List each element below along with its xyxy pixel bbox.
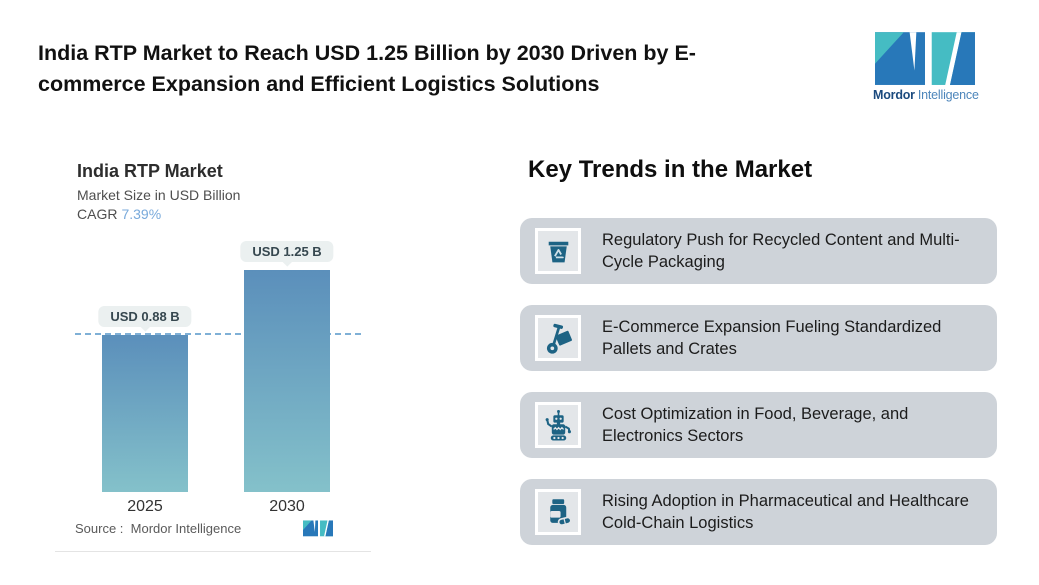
hand-truck-icon xyxy=(535,315,581,361)
chart-subtitle: Market Size in USD Billion xyxy=(77,187,241,203)
cagr-label: CAGR xyxy=(77,206,118,222)
x-axis-label-2030: 2030 xyxy=(269,498,305,515)
mordor-intelligence-mini-logo-icon xyxy=(303,520,333,537)
trend-text: Rising Adoption in Pharmaceutical and He… xyxy=(602,491,969,533)
bar-value-label-2030: USD 1.25 B xyxy=(240,240,334,262)
mordor-intelligence-logo-icon xyxy=(875,32,975,86)
trends-list: Regulatory Push for Recycled Content and… xyxy=(520,218,997,545)
market-chart-panel: India RTP Market Market Size in USD Bill… xyxy=(55,140,371,552)
trend-card-cost: Cost Optimization in Food, Beverage, and… xyxy=(520,392,997,458)
trend-card-regulatory: Regulatory Push for Recycled Content and… xyxy=(520,218,997,284)
trends-heading: Key Trends in the Market xyxy=(528,156,813,183)
brand-name-bold: Mordor xyxy=(873,88,915,102)
bar-chart-plot-area: USD 0.88 B USD 1.25 B 2025 2030 xyxy=(75,230,361,515)
recycle-bin-icon xyxy=(535,228,581,274)
chart-cagr: CAGR 7.39% xyxy=(77,206,161,222)
brand-name: Mordor Intelligence xyxy=(873,88,979,102)
bar-2030 xyxy=(244,269,330,492)
page-title-line-1: India RTP Market to Reach USD 1.25 Billi… xyxy=(38,41,696,65)
trend-card-pharma: Rising Adoption in Pharmaceutical and He… xyxy=(520,479,997,545)
trend-text: Regulatory Push for Recycled Content and… xyxy=(602,230,960,272)
x-axis-label-2025: 2025 xyxy=(127,498,163,515)
robot-icon xyxy=(535,402,581,448)
bar-group-2025: USD 0.88 B xyxy=(98,230,192,492)
pill-bottle-icon xyxy=(535,489,581,535)
brand-logo: Mordor Intelligence xyxy=(873,32,979,102)
source-attribution: Source : Mordor Intelligence xyxy=(75,521,242,536)
reference-dashed-line xyxy=(75,333,361,336)
trend-text: E-Commerce Expansion Fueling Standardize… xyxy=(602,317,942,359)
page-title-line-2: commerce Expansion and Efficient Logisti… xyxy=(38,72,600,96)
bar-2025 xyxy=(102,335,188,492)
bar-group-2030: USD 1.25 B xyxy=(240,230,334,492)
brand-name-light: Intelligence xyxy=(917,88,979,102)
chart-title: India RTP Market xyxy=(77,161,223,181)
trend-text: Cost Optimization in Food, Beverage, and… xyxy=(602,404,909,446)
bar-value-label-2025: USD 0.88 B xyxy=(98,306,192,328)
page-title: India RTP Market to Reach USD 1.25 Billi… xyxy=(38,38,858,100)
trend-card-ecommerce: E-Commerce Expansion Fueling Standardize… xyxy=(520,305,997,371)
cagr-value: 7.39% xyxy=(121,206,162,222)
